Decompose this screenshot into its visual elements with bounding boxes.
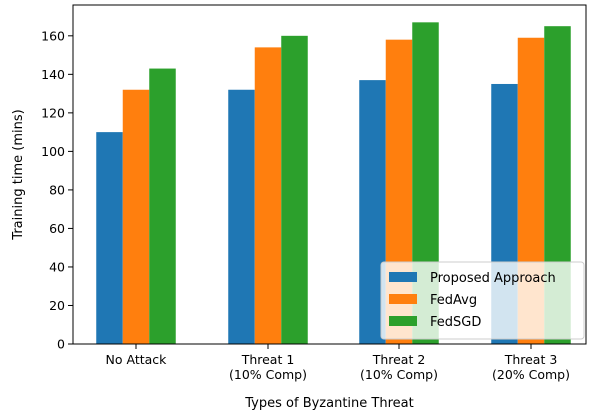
legend-swatch	[389, 294, 417, 304]
legend-swatch	[389, 316, 417, 326]
y-tick-label: 120	[41, 105, 65, 120]
y-tick-label: 20	[49, 298, 65, 313]
y-tick-label: 0	[57, 337, 65, 352]
y-tick-label: 100	[41, 144, 65, 159]
x-tick-label: No Attack	[106, 352, 168, 367]
legend-label: Proposed Approach	[430, 271, 556, 286]
bar-fedavg-1	[254, 47, 282, 344]
bar-fedavg-0	[122, 89, 150, 344]
bar-proposed-approach-1	[228, 89, 255, 344]
legend: Proposed Approach FedAvg FedSGD	[380, 261, 585, 340]
legend-swatch	[389, 272, 417, 282]
y-axis-ticks: 0 20 40 60 80 100 120 140 160	[41, 28, 73, 352]
x-tick-label: Threat 2 (10% Comp)	[360, 352, 438, 382]
y-tick-label: 80	[49, 182, 65, 197]
y-tick-label: 60	[49, 221, 65, 236]
legend-box	[380, 261, 585, 340]
bar-fedsgd-1	[281, 35, 308, 345]
bar-fedsgd-0	[149, 68, 176, 344]
x-axis-ticks: No Attack Threat 1 (10% Comp) Threat 2 (10% …	[106, 344, 570, 382]
bar-proposed-approach-0	[96, 132, 123, 344]
y-tick-label: 140	[41, 67, 65, 82]
x-tick-label: Threat 3 (20% Comp)	[492, 352, 570, 382]
y-axis-label: Training time (mins)	[11, 109, 26, 240]
x-axis-label: Types of Byzantine Threat	[244, 396, 413, 411]
plot-frame	[72, 4, 587, 345]
y-tick-label: 160	[41, 28, 65, 43]
y-tick-label: 40	[49, 259, 65, 274]
x-tick-label: Threat 1 (10% Comp)	[229, 352, 307, 382]
legend-label: FedSGD	[430, 315, 481, 330]
legend-label: FedAvg	[430, 293, 477, 308]
